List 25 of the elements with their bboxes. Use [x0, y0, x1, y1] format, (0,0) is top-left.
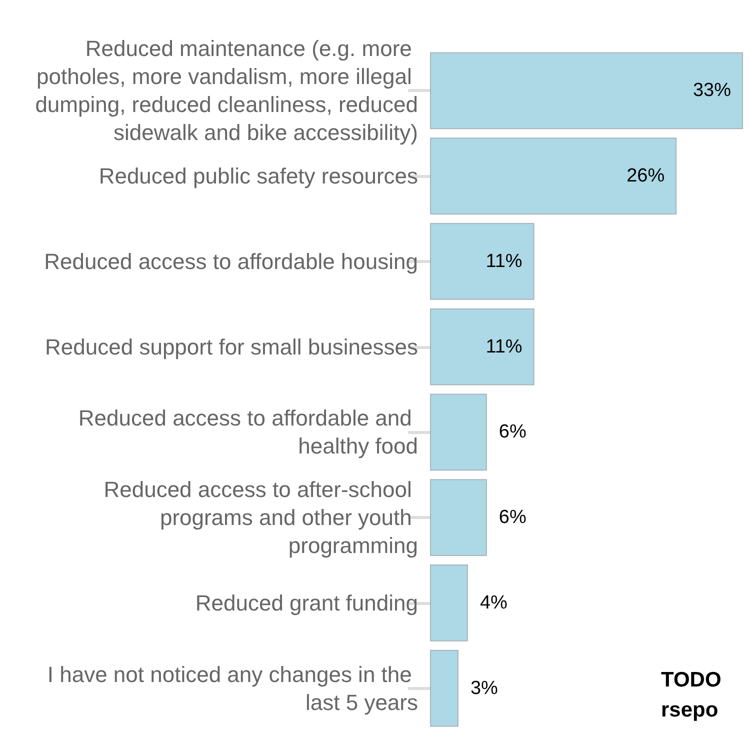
data-label: 26% [626, 166, 665, 187]
y-tick-label: Reduced access to affordable and healthy food [78, 406, 418, 459]
data-label: 11% [486, 336, 522, 358]
bar [430, 138, 677, 214]
y-tick-label: Reduced maintenance (e.g. more potholes, more vandalism, more illegal dumping, reduced cleanliness, reduced sidewalk and bike accessibility) [35, 36, 418, 146]
bar [430, 650, 458, 727]
data-label: 11% [486, 250, 522, 272]
y-tick-label: Reduced access to affordable housing [44, 248, 418, 274]
data-label: 4% [480, 592, 508, 614]
bar [430, 564, 468, 642]
bar [430, 394, 487, 471]
bar [430, 308, 534, 386]
y-tick-label: I have not noticed any changes in the last 5 years [47, 662, 418, 715]
data-label: 33% [692, 80, 732, 102]
y-tick-label: Reduced public safety resources [98, 164, 418, 189]
bar [430, 52, 743, 130]
y-tick-label: Reduced access to after-school programs and other youth programming [104, 477, 418, 558]
y-tick-label: Reduced grant funding [195, 590, 418, 616]
bar [430, 223, 534, 300]
bar [430, 479, 487, 556]
data-label: 6% [498, 422, 526, 443]
data-label: 6% [498, 507, 526, 528]
data-label: 3% [470, 678, 498, 699]
annotation: TODO rsepo [661, 668, 728, 722]
y-tick-label: Reduced support for small businesses [45, 334, 418, 360]
